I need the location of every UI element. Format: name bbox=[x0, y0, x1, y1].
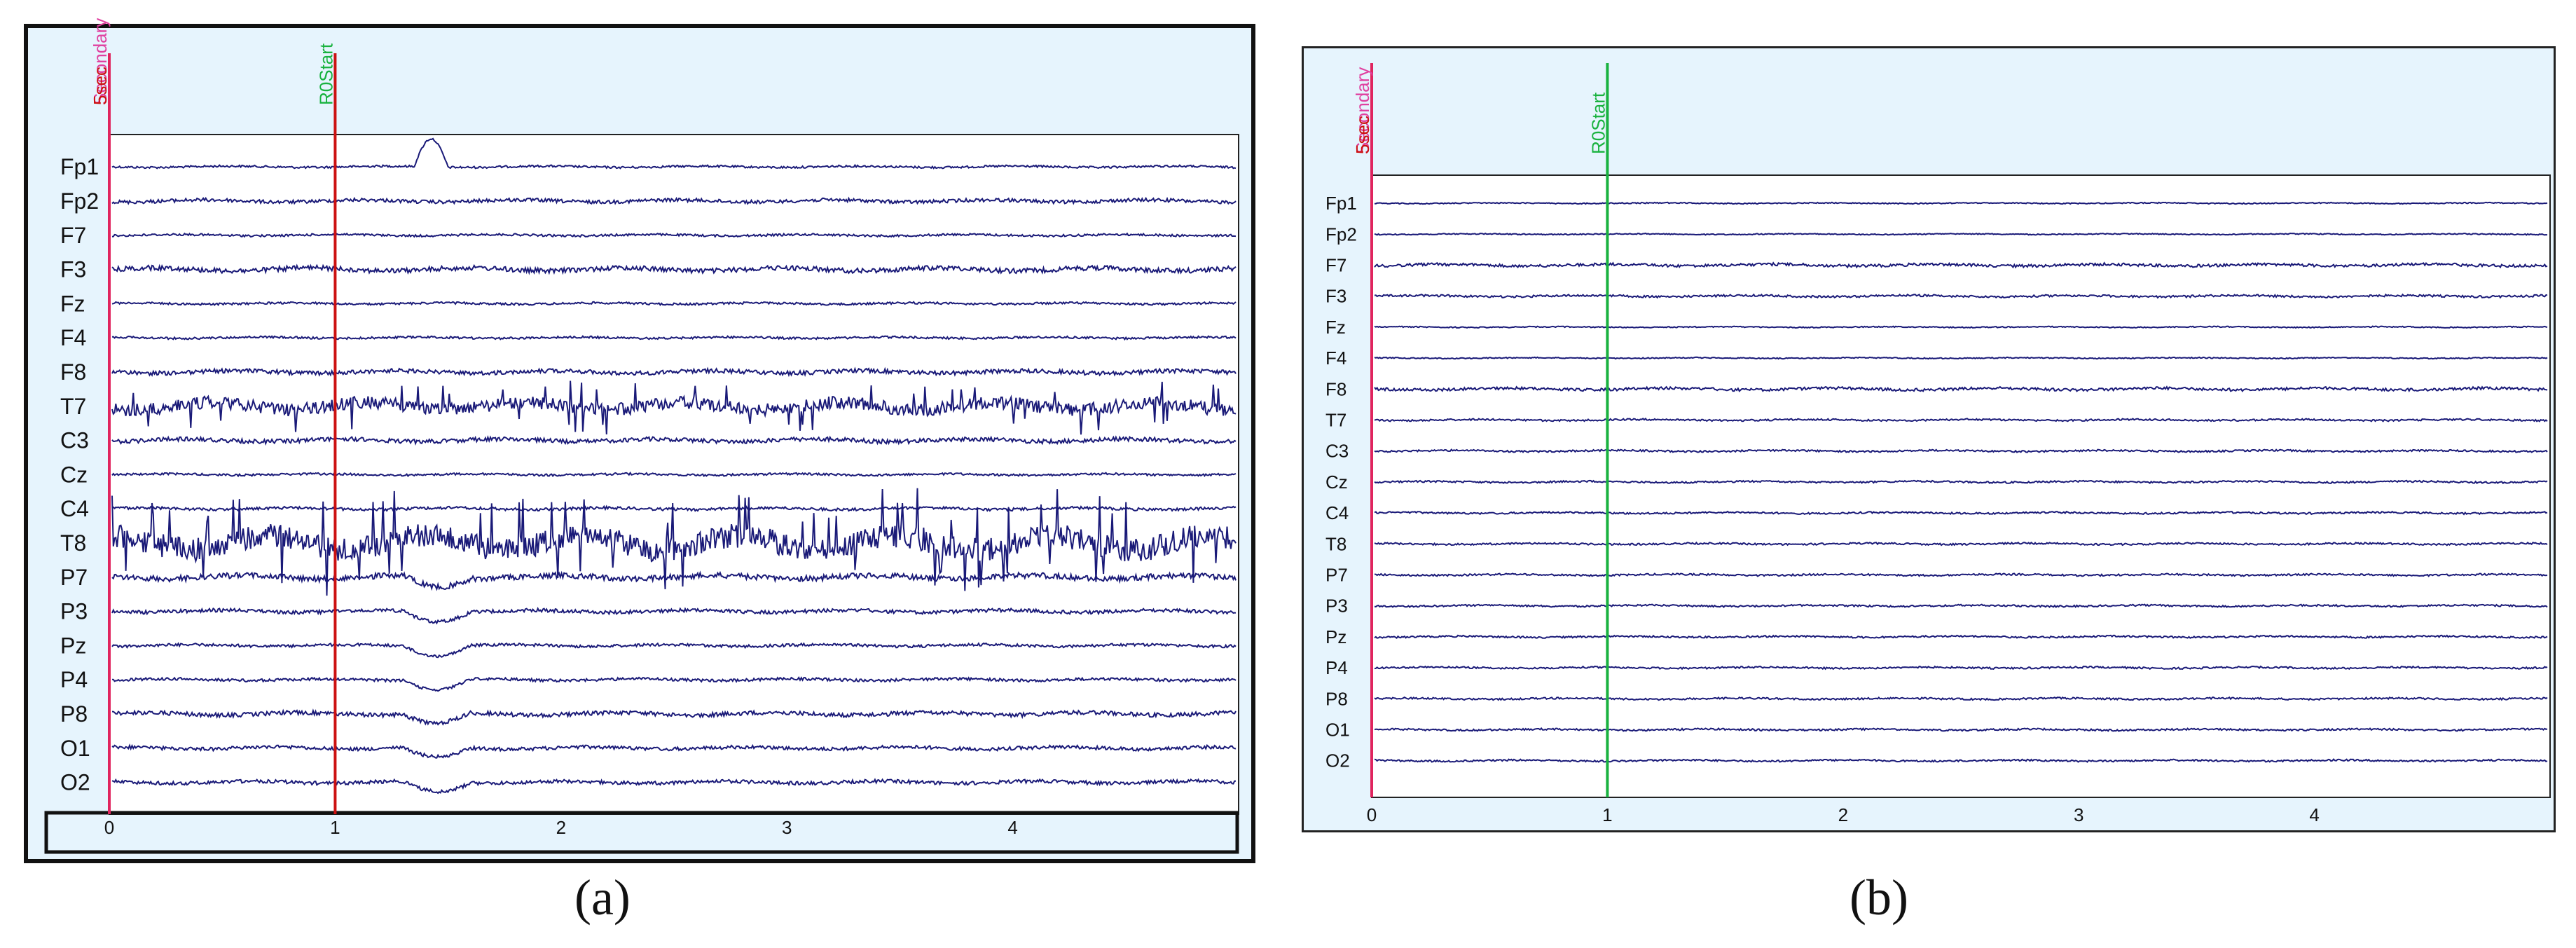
channel-label-F8: F8 bbox=[1325, 378, 1346, 399]
plot-area bbox=[1371, 174, 2551, 798]
trace-T8 bbox=[111, 488, 1237, 596]
trace-F3 bbox=[111, 263, 1237, 275]
channel-label-O1: O1 bbox=[60, 736, 90, 761]
trace-F4 bbox=[1374, 356, 2548, 360]
trace-T7 bbox=[111, 380, 1237, 435]
channel-label-C4: C4 bbox=[60, 496, 89, 521]
trace-O1 bbox=[111, 743, 1237, 759]
channel-label-P7: P7 bbox=[60, 565, 88, 590]
trace-Fp1 bbox=[1374, 201, 2548, 205]
channel-label-T8: T8 bbox=[1325, 533, 1346, 554]
trace-F8 bbox=[1374, 385, 2548, 392]
trace-C4 bbox=[111, 504, 1237, 512]
channel-label-T8: T8 bbox=[60, 530, 86, 556]
channel-label-T7: T7 bbox=[1325, 410, 1346, 431]
channel-label-Fz: Fz bbox=[1325, 317, 1346, 338]
eeg-chart-a: Fp1 Fp2 F7 F3 Fz F4 F8 T7 C3 Cz C4 T8 P7 P3 Pz P4 P8 O1 O2… bbox=[44, 18, 1239, 854]
marker-overlay-5sec: 5sec bbox=[90, 67, 111, 105]
trace-O1 bbox=[1374, 727, 2548, 732]
x-tick-2: 2 bbox=[1838, 804, 1848, 825]
channel-label-T7: T7 bbox=[60, 394, 86, 419]
channel-label-Fp1: Fp1 bbox=[1325, 193, 1357, 214]
channel-label-P4: P4 bbox=[1325, 657, 1348, 678]
trace-Fp1 bbox=[111, 137, 1237, 170]
channel-label-C3: C3 bbox=[1325, 441, 1349, 462]
trace-P8 bbox=[1374, 696, 2548, 701]
x-tick-3: 3 bbox=[2074, 804, 2083, 825]
trace-P3 bbox=[1374, 603, 2548, 609]
trace-Pz bbox=[1374, 634, 2548, 639]
trace-P7 bbox=[1374, 572, 2548, 577]
x-tick-3: 3 bbox=[782, 817, 792, 838]
trace-Cz bbox=[111, 471, 1237, 478]
trace-T7 bbox=[1374, 417, 2548, 423]
channel-label-P7: P7 bbox=[1325, 565, 1348, 586]
trace-O2 bbox=[111, 778, 1236, 795]
trace-C4 bbox=[1374, 510, 2548, 516]
channel-label-F4: F4 bbox=[1325, 348, 1346, 369]
channel-label-F3: F3 bbox=[60, 257, 86, 282]
trace-P3 bbox=[111, 606, 1237, 625]
x-tick-2: 2 bbox=[556, 817, 566, 838]
channel-label-P3: P3 bbox=[1325, 596, 1348, 617]
channel-label-Cz: Cz bbox=[60, 462, 88, 487]
marker-label-Secondary: Secondary bbox=[1352, 67, 1373, 154]
trace-P7 bbox=[111, 570, 1237, 591]
channel-label-Fz: Fz bbox=[60, 291, 85, 316]
trace-Cz bbox=[1374, 479, 2548, 485]
x-tick-1: 1 bbox=[330, 817, 340, 838]
trace-Fp2 bbox=[111, 196, 1237, 205]
channel-label-F3: F3 bbox=[1325, 286, 1346, 307]
x-tick-4: 4 bbox=[1007, 817, 1017, 838]
channel-label-F7: F7 bbox=[1325, 255, 1346, 276]
trace-P4 bbox=[111, 676, 1237, 692]
marker-label-Secondary: Secondary bbox=[90, 18, 111, 105]
channel-label-F7: F7 bbox=[60, 223, 86, 248]
trace-O2 bbox=[1374, 758, 2548, 763]
x-tick-0: 0 bbox=[1367, 804, 1377, 825]
channel-label-F4: F4 bbox=[60, 325, 86, 350]
trace-F7 bbox=[111, 232, 1237, 238]
x-tick-0: 0 bbox=[104, 817, 114, 838]
channel-label-Fp2: Fp2 bbox=[1325, 224, 1357, 245]
marker-label-R0Start: R0Start bbox=[315, 43, 336, 105]
trace-T8 bbox=[1374, 541, 2548, 547]
channel-label-Cz: Cz bbox=[1325, 472, 1348, 493]
trace-Fz bbox=[111, 301, 1237, 307]
caption-b: (b) bbox=[1850, 870, 1908, 926]
marker-overlay-5sec: 5sec bbox=[1352, 116, 1373, 154]
channel-label-P8: P8 bbox=[60, 701, 88, 727]
channel-label-C4: C4 bbox=[1325, 502, 1349, 523]
channel-label-O2: O2 bbox=[1325, 750, 1350, 771]
trace-C3 bbox=[111, 435, 1237, 446]
trace-F3 bbox=[1374, 293, 2548, 299]
eeg-chart-b: Fp1 Fp2 F7 F3 Fz F4 F8 T7 C3 Cz C4 T8 P7 P3 Pz P4 P8 O1 O2… bbox=[1325, 63, 2551, 825]
channel-label-P8: P8 bbox=[1325, 688, 1348, 709]
trace-P8 bbox=[111, 708, 1237, 726]
channel-label-Fp1: Fp1 bbox=[60, 154, 99, 179]
trace-F8 bbox=[111, 366, 1237, 378]
trace-Fp2 bbox=[1374, 232, 2548, 236]
channel-label-Fp2: Fp2 bbox=[60, 188, 99, 214]
caption-a: (a) bbox=[574, 870, 631, 926]
channel-label-O2: O2 bbox=[60, 770, 90, 795]
channel-label-P4: P4 bbox=[60, 667, 88, 692]
channel-label-P3: P3 bbox=[60, 599, 88, 624]
trace-F7 bbox=[1374, 261, 2548, 269]
x-tick-4: 4 bbox=[2309, 804, 2319, 825]
trace-Pz bbox=[111, 642, 1237, 659]
trace-Fz bbox=[1374, 325, 2548, 329]
channel-label-Pz: Pz bbox=[1325, 626, 1346, 647]
channel-label-Pz: Pz bbox=[60, 633, 86, 658]
x-tick-1: 1 bbox=[1602, 804, 1612, 825]
channel-label-F8: F8 bbox=[60, 359, 86, 385]
channel-label-C3: C3 bbox=[60, 428, 89, 453]
time-axis-bar bbox=[44, 811, 1239, 854]
channel-label-O1: O1 bbox=[1325, 720, 1350, 741]
trace-F4 bbox=[111, 335, 1237, 341]
trace-P4 bbox=[1374, 665, 2548, 671]
marker-label-R0Start: R0Start bbox=[1587, 92, 1609, 154]
trace-C3 bbox=[1374, 448, 2548, 453]
